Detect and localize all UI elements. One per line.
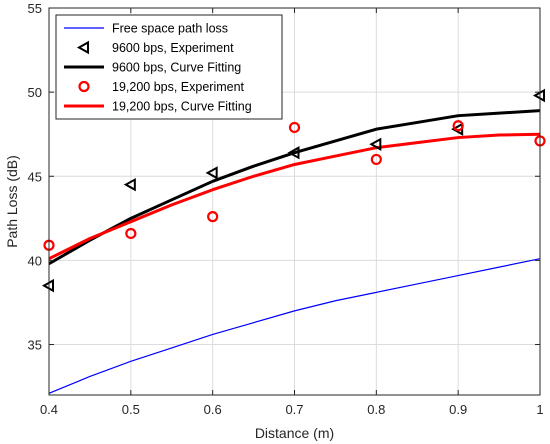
x-tick-label: 0.7 <box>285 402 303 417</box>
x-tick-label: 0.5 <box>122 402 140 417</box>
data-point-3 <box>125 227 137 240</box>
data-point-1 <box>287 146 300 160</box>
x-tick-label: 0.4 <box>40 402 58 417</box>
legend-label-2: 9600 bps, Curve Fitting <box>112 61 241 75</box>
legend-swatch-1 <box>76 40 89 55</box>
series-line-2 <box>48 109 541 266</box>
series-layer <box>41 88 546 394</box>
legend-swatch-3 <box>78 80 90 93</box>
legend-label-0: Free space path loss <box>112 22 228 36</box>
legend-label-3: 19,200 bps, Experiment <box>112 80 245 94</box>
x-tick-label: 0.9 <box>449 402 467 417</box>
data-point-1 <box>205 166 218 180</box>
x-tick-label: 1 <box>536 402 543 417</box>
x-tick-label: 0.8 <box>367 402 385 417</box>
data-point-1 <box>123 177 136 192</box>
legend-label-4: 19,200 bps, Curve Fitting <box>112 100 252 114</box>
legend: Free space path loss 9600 bps, Experiment… <box>55 14 283 120</box>
x-axis-title: Distance (m) <box>255 425 334 441</box>
data-point-3 <box>288 121 301 134</box>
series-line-4 <box>48 132 541 261</box>
data-point-3 <box>452 120 464 132</box>
series-line-0 <box>48 258 541 394</box>
ticks: 0.4 0.5 0.6 0.7 0.8 0.9 1 35 40 45 50 55 <box>28 1 544 417</box>
y-tick-label: 45 <box>28 169 42 184</box>
y-tick-label: 40 <box>28 253 42 268</box>
y-tick-label: 55 <box>28 1 42 16</box>
data-point-3 <box>207 211 219 223</box>
y-tick-label: 50 <box>28 85 42 100</box>
data-point-1 <box>369 137 382 151</box>
y-tick-label: 35 <box>28 338 42 353</box>
data-point-3 <box>370 153 382 166</box>
y-axis-title: Path Loss (dB) <box>4 155 20 248</box>
x-tick-label: 0.6 <box>204 402 222 417</box>
legend-label-1: 9600 bps, Experiment <box>112 41 234 55</box>
